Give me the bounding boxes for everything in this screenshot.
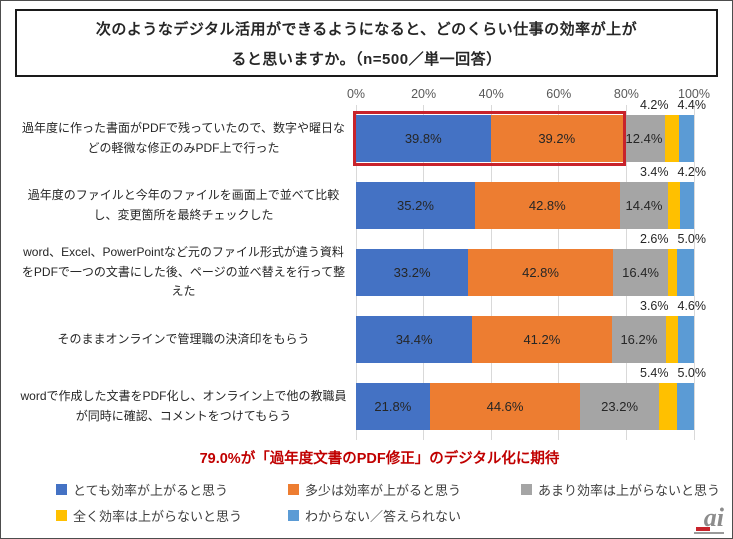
chart-row: wordで作成した文書をPDF化し、オンライン上で他の教職員が同時に確認、コメン… xyxy=(11,366,706,440)
x-axis-tick: 60% xyxy=(546,87,572,101)
bar-segment: 39.8% xyxy=(356,115,491,162)
bar-segment: 16.2% xyxy=(611,316,667,363)
plot-area: 過年度に作った書面がPDFで残っていたので、数字や曜日などの軽微な修正のみPDF… xyxy=(11,98,706,440)
segment-value-label: 5.0% xyxy=(677,366,707,380)
stacked-bar: 35.2% 42.8% 14.4% 3.4% 4.2% xyxy=(356,165,706,229)
small-segment-labels: 3.4% 4.2% xyxy=(640,165,706,179)
segment-value-label: 5.0% xyxy=(677,232,707,246)
bar-segment: 34.4% xyxy=(356,316,473,363)
bar-segment: 42.8% xyxy=(474,182,620,229)
bar-segment xyxy=(658,383,678,430)
small-segment-labels: 2.6% 5.0% xyxy=(640,232,706,246)
legend-swatch xyxy=(288,510,299,521)
legend: とても効率が上がると思う 多少は効率が上がると思う あまり効率は上がらないと思う全く… xyxy=(56,480,732,525)
chart-title-line2: ると思いますか。（n=500／単一回答） xyxy=(231,50,502,68)
stacked-bar: 39.8% 39.2% 12.4% 4.2% 4.4% xyxy=(353,98,706,166)
segment-value-label: 4.2% xyxy=(640,98,669,112)
legend-swatch xyxy=(56,484,67,495)
segment-value-label: 4.6% xyxy=(677,299,707,313)
segment-value-label: 3.4% xyxy=(640,165,669,179)
chart-title: 次のようなデジタル活用ができるようになると、どのくらい仕事の効率が上が ると思い… xyxy=(15,9,718,77)
bar-segment: 44.6% xyxy=(429,383,581,430)
x-axis-tick: 40% xyxy=(478,87,504,101)
bar-segment: 12.4% xyxy=(623,115,665,162)
category-label: wordで作成した文書をPDF化し、オンライン上で他の教職員が同時に確認、コメン… xyxy=(20,388,347,423)
bar-segment xyxy=(677,383,694,430)
legend-swatch xyxy=(288,484,299,495)
category-label: 過年度に作った書面がPDFで残っていたので、数字や曜日などの軽微な修正のみPDF… xyxy=(22,120,345,155)
bar-segment: 35.2% xyxy=(356,182,475,229)
ai-logo: ai xyxy=(694,505,724,534)
x-axis-tick: 100% xyxy=(678,87,710,101)
x-axis-tick: 20% xyxy=(411,87,437,101)
x-axis-tick: 80% xyxy=(613,87,639,101)
bar-segment: 42.8% xyxy=(468,249,613,296)
stacked-bar: 34.4% 41.2% 16.2% 3.6% 4.6% xyxy=(356,299,706,363)
legend-item: とても効率が上がると思う xyxy=(56,480,288,499)
x-axis-tick: 0% xyxy=(346,87,366,101)
bar-segment xyxy=(679,182,694,229)
legend-swatch xyxy=(521,484,532,495)
bar-segment: 14.4% xyxy=(619,182,669,229)
segment-value-label: 2.6% xyxy=(640,232,669,246)
bar-segment xyxy=(679,115,694,162)
legend-item: あまり効率は上がらないと思う xyxy=(521,480,732,499)
chart-row: 過年度に作った書面がPDFで残っていたので、数字や曜日などの軽微な修正のみPDF… xyxy=(11,98,706,172)
legend-label: とても効率が上がると思う xyxy=(73,483,228,498)
small-segment-labels: 3.6% 4.6% xyxy=(640,299,706,313)
bar-segment: 21.8% xyxy=(356,383,430,430)
bar-segment: 16.4% xyxy=(612,249,669,296)
bar-segment xyxy=(678,316,694,363)
category-label: そのままオンラインで管理職の決済印をもらう xyxy=(57,331,310,346)
legend-item: 多少は効率が上がると思う xyxy=(288,480,521,499)
bar-segment xyxy=(666,316,679,363)
chart-title-line1: 次のようなデジタル活用ができるようになると、どのくらい仕事の効率が上が xyxy=(95,20,638,38)
legend-item: 全く効率は上がらないと思う xyxy=(56,506,288,525)
bar-segment xyxy=(668,249,678,296)
x-axis: 0% 20% 40% 60% 80% 100% xyxy=(347,87,710,105)
stacked-bar: 33.2% 42.8% 16.4% 2.6% 5.0% xyxy=(356,232,706,296)
ai-logo-red-bar xyxy=(696,527,710,531)
legend-label: あまり効率は上がらないと思う xyxy=(538,483,721,498)
bar-segment: 39.2% xyxy=(490,115,623,162)
annotation-text: 79.0%が「過年度文書のPDF修正」のデジタル化に期待 xyxy=(199,451,560,467)
legend-label: 全く効率は上がらないと思う xyxy=(73,509,243,524)
legend-label: わからない／答えられない xyxy=(305,509,462,524)
chart-row: word、Excel、PowerPointなど元のファイル形式が違う資料をPDF… xyxy=(11,232,706,306)
bar-segment xyxy=(668,182,680,229)
category-label: word、Excel、PowerPointなど元のファイル形式が違う資料をPDF… xyxy=(21,244,346,299)
chart-row: 過年度のファイルと今年のファイルを画面上で並べて比較し、変更箇所を最終チェックし… xyxy=(11,165,706,239)
segment-value-label: 4.4% xyxy=(677,98,707,112)
legend-swatch xyxy=(56,510,67,521)
segment-value-label: 4.2% xyxy=(677,165,707,179)
stacked-bar: 21.8% 44.6% 23.2% 5.4% 5.0% xyxy=(356,366,706,430)
bar-segment xyxy=(677,249,694,296)
small-segment-labels: 5.4% 5.0% xyxy=(640,366,706,380)
bar-segment: 33.2% xyxy=(356,249,469,296)
legend-label: 多少は効率が上がると思う xyxy=(305,483,462,498)
small-segment-labels: 4.2% 4.4% xyxy=(640,98,706,112)
category-label: 過年度のファイルと今年のファイルを画面上で並べて比較し、変更箇所を最終チェックし… xyxy=(27,187,340,222)
ai-logo-gray-bar xyxy=(694,532,724,534)
bar-segment xyxy=(664,115,680,162)
bar-segment: 41.2% xyxy=(472,316,612,363)
bar-segment: 23.2% xyxy=(580,383,659,430)
segment-value-label: 5.4% xyxy=(640,366,669,380)
ai-logo-text: ai xyxy=(703,503,724,532)
legend-item: わからない／答えられない xyxy=(288,506,521,525)
chart-row: そのままオンラインで管理職の決済印をもらう 34.4% 41.2% 16.2% 3.6%… xyxy=(11,299,706,373)
segment-value-label: 3.6% xyxy=(640,299,669,313)
